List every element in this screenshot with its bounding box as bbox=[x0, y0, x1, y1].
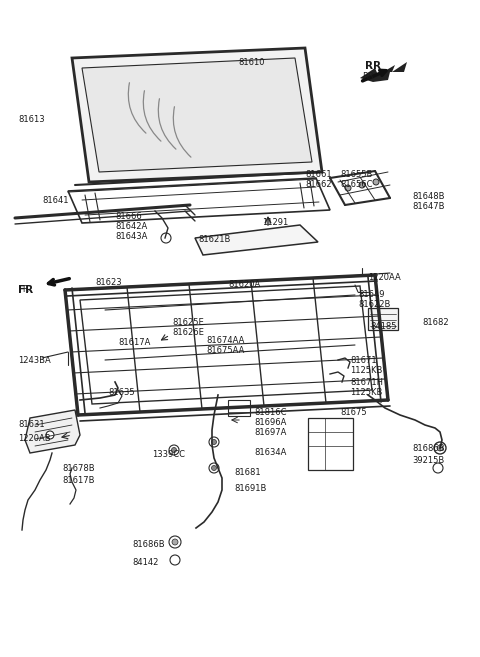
Text: 84142: 84142 bbox=[132, 558, 158, 567]
Text: 81625E: 81625E bbox=[172, 318, 204, 327]
Circle shape bbox=[169, 445, 179, 455]
Bar bbox=[228, 400, 250, 416]
Circle shape bbox=[345, 185, 351, 191]
Text: FR: FR bbox=[18, 285, 33, 295]
Text: 81686B: 81686B bbox=[132, 540, 165, 549]
Text: 81678B: 81678B bbox=[62, 464, 95, 473]
Text: 81623: 81623 bbox=[95, 278, 121, 287]
Text: 81671: 81671 bbox=[350, 356, 377, 365]
Text: 1220AA: 1220AA bbox=[368, 273, 401, 282]
Polygon shape bbox=[360, 62, 407, 82]
Text: RR: RR bbox=[362, 72, 374, 81]
Text: 81671H: 81671H bbox=[350, 378, 383, 387]
Circle shape bbox=[161, 233, 171, 243]
Text: 81647B: 81647B bbox=[412, 202, 444, 211]
Circle shape bbox=[212, 440, 216, 445]
Text: 81631: 81631 bbox=[18, 420, 45, 429]
Bar bbox=[308, 418, 353, 470]
Text: 81681: 81681 bbox=[234, 468, 261, 477]
Text: 81617A: 81617A bbox=[118, 338, 150, 347]
Text: 81634A: 81634A bbox=[254, 448, 287, 457]
Text: 81643A: 81643A bbox=[115, 232, 147, 241]
Bar bbox=[368, 308, 398, 330]
Text: 81656C: 81656C bbox=[340, 180, 372, 189]
Text: 81662: 81662 bbox=[305, 180, 332, 189]
Text: 81674AA: 81674AA bbox=[206, 336, 244, 345]
Text: 39215B: 39215B bbox=[412, 456, 444, 465]
Text: 81655B: 81655B bbox=[340, 170, 372, 179]
Circle shape bbox=[172, 539, 178, 545]
Circle shape bbox=[169, 536, 181, 548]
Text: 1125KB: 1125KB bbox=[350, 366, 383, 375]
Text: 81610: 81610 bbox=[238, 58, 264, 67]
Text: 81682: 81682 bbox=[422, 318, 449, 327]
Text: 81621B: 81621B bbox=[198, 235, 230, 244]
Text: 1125KB: 1125KB bbox=[350, 388, 383, 397]
Text: 81649: 81649 bbox=[358, 290, 384, 299]
Text: 1339CC: 1339CC bbox=[152, 450, 185, 459]
Text: 81691B: 81691B bbox=[234, 484, 266, 493]
Text: 81635: 81635 bbox=[108, 388, 134, 397]
Polygon shape bbox=[25, 410, 80, 453]
Text: RR: RR bbox=[365, 61, 381, 71]
Circle shape bbox=[373, 179, 379, 185]
Text: 81648B: 81648B bbox=[412, 192, 444, 201]
Circle shape bbox=[46, 431, 54, 439]
Text: 11291: 11291 bbox=[262, 218, 288, 227]
Circle shape bbox=[170, 555, 180, 565]
Text: 81686B: 81686B bbox=[412, 444, 444, 453]
Polygon shape bbox=[68, 178, 330, 223]
Text: 81697A: 81697A bbox=[254, 428, 287, 437]
Text: 81642A: 81642A bbox=[115, 222, 147, 231]
Circle shape bbox=[209, 463, 219, 473]
Text: 81622B: 81622B bbox=[358, 300, 390, 309]
Text: 81641: 81641 bbox=[42, 196, 69, 205]
Text: 1243BA: 1243BA bbox=[18, 356, 51, 365]
Text: FR: FR bbox=[18, 285, 29, 294]
Text: 81675: 81675 bbox=[340, 408, 367, 417]
Polygon shape bbox=[82, 58, 312, 172]
Text: 81661: 81661 bbox=[305, 170, 332, 179]
Text: 81613: 81613 bbox=[18, 115, 45, 124]
Circle shape bbox=[359, 182, 365, 188]
Circle shape bbox=[437, 445, 443, 451]
Circle shape bbox=[209, 437, 219, 447]
Circle shape bbox=[171, 447, 177, 453]
Polygon shape bbox=[195, 225, 318, 255]
Circle shape bbox=[433, 463, 443, 473]
Polygon shape bbox=[80, 286, 372, 404]
Text: 81617B: 81617B bbox=[62, 476, 95, 485]
Circle shape bbox=[434, 442, 446, 454]
Polygon shape bbox=[65, 275, 388, 415]
Text: 81816C: 81816C bbox=[254, 408, 287, 417]
Text: 84185: 84185 bbox=[370, 322, 396, 331]
Text: 81620A: 81620A bbox=[228, 280, 260, 289]
Text: 81675AA: 81675AA bbox=[206, 346, 244, 355]
Text: 81626E: 81626E bbox=[172, 328, 204, 337]
Text: 81696A: 81696A bbox=[254, 418, 287, 427]
Text: 81666: 81666 bbox=[115, 212, 142, 221]
Text: 1220AB: 1220AB bbox=[18, 434, 50, 443]
Polygon shape bbox=[72, 48, 322, 182]
Circle shape bbox=[212, 466, 216, 470]
